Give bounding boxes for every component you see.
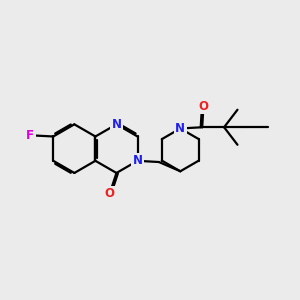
Text: N: N	[133, 154, 142, 167]
Text: N: N	[112, 118, 122, 131]
Text: O: O	[198, 100, 208, 113]
Text: N: N	[175, 122, 185, 135]
Text: F: F	[26, 129, 34, 142]
Text: O: O	[105, 187, 115, 200]
